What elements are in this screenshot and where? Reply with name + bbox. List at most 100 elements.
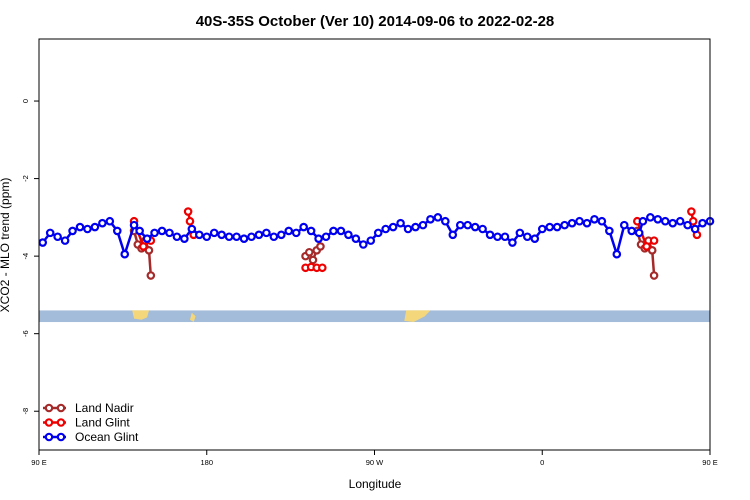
data-point-ocean-glint: [619, 220, 629, 230]
data-point-land-glint: [318, 263, 327, 273]
data-point-land-glint: [139, 242, 148, 251]
data-point-ocean-glint: [277, 230, 286, 240]
data-point-ocean-glint: [53, 232, 62, 242]
x-axis: 90 E 180 90 W 0 90 E: [31, 450, 718, 467]
data-point-ocean-glint: [321, 232, 331, 242]
y-axis-label: XCO2 - MLO trend (ppm): [0, 178, 12, 313]
data-point-ocean-glint: [202, 232, 212, 242]
data-point-ocean-glint: [508, 238, 517, 247]
data-point-ocean-glint: [388, 222, 398, 232]
data-point-ocean-glint: [209, 228, 219, 238]
data-point-ocean-glint: [675, 216, 685, 226]
data-point-ocean-glint: [605, 226, 614, 236]
data-point-ocean-glint: [344, 230, 353, 240]
data-point-ocean-glint: [653, 214, 663, 224]
series-layer: [38, 207, 715, 280]
data-point-land-glint: [649, 236, 659, 245]
data-point-ocean-glint: [698, 218, 707, 228]
data-point-ocean-glint: [291, 228, 301, 238]
data-point-ocean-glint: [441, 216, 450, 226]
data-point-land-nadir: [144, 246, 154, 255]
legend-swatch-marker: [44, 418, 54, 427]
legend-swatch-marker: [56, 403, 66, 413]
y-tick-label: -6: [21, 330, 30, 337]
series-land-glint: [129, 207, 702, 273]
data-point-ocean-glint: [180, 234, 189, 243]
data-point-land-glint: [185, 216, 195, 226]
data-point-ocean-glint: [142, 234, 152, 243]
data-point-ocean-glint: [129, 220, 139, 230]
x-tick-label: 0: [540, 458, 544, 467]
legend-swatch-marker: [44, 403, 54, 413]
data-point-ocean-glint: [284, 226, 294, 236]
data-point-ocean-glint: [306, 226, 316, 236]
data-point-ocean-glint: [366, 236, 376, 245]
data-point-ocean-glint: [530, 234, 540, 243]
y-tick-label: -8: [21, 408, 30, 415]
data-point-ocean-glint: [537, 224, 547, 234]
data-point-ocean-glint: [105, 216, 115, 226]
map-strip: [39, 310, 710, 323]
data-point-ocean-glint: [463, 220, 472, 230]
data-point-ocean-glint: [269, 232, 279, 242]
data-point-ocean-glint: [68, 226, 77, 236]
data-point-ocean-glint: [560, 220, 569, 230]
y-tick-label: 0: [21, 99, 30, 103]
data-point-ocean-glint: [575, 216, 584, 226]
legend-swatch-marker: [44, 432, 54, 442]
data-point-ocean-glint: [247, 232, 256, 242]
data-point-ocean-glint: [90, 222, 100, 232]
data-point-ocean-glint: [351, 234, 361, 243]
data-point-ocean-glint: [612, 249, 622, 259]
data-point-ocean-glint: [485, 230, 495, 240]
x-tick-label: 90 E: [31, 458, 46, 467]
data-point-ocean-glint: [224, 232, 234, 242]
data-point-ocean-glint: [98, 218, 107, 228]
data-point-ocean-glint: [172, 232, 182, 242]
map-land-patch: [132, 310, 149, 320]
data-point-ocean-glint: [500, 232, 510, 242]
data-point-ocean-glint: [165, 228, 174, 238]
data-point-ocean-glint: [299, 222, 308, 232]
y-axis: 0 -2 -4 -6 -8: [21, 99, 39, 415]
x-tick-label: 180: [200, 458, 213, 467]
data-point-land-nadir: [146, 271, 156, 280]
data-point-ocean-glint: [254, 230, 264, 240]
y-tick-label: -4: [21, 253, 30, 260]
data-point-ocean-glint: [478, 224, 487, 234]
data-point-ocean-glint: [239, 234, 249, 243]
data-point-ocean-glint: [493, 232, 502, 242]
legend-label: Land Nadir: [75, 401, 134, 415]
data-point-ocean-glint: [660, 216, 670, 226]
data-point-ocean-glint: [187, 224, 197, 234]
data-point-ocean-glint: [403, 224, 413, 234]
data-point-land-glint: [688, 216, 698, 226]
map-ocean-band: [39, 310, 710, 323]
data-point-ocean-glint: [45, 228, 55, 238]
data-point-ocean-glint: [433, 213, 443, 222]
map-land-patch: [190, 312, 196, 322]
data-point-ocean-glint: [597, 216, 607, 226]
data-point-ocean-glint: [567, 218, 577, 228]
data-point-ocean-glint: [150, 228, 159, 238]
data-point-ocean-glint: [75, 222, 85, 232]
data-point-ocean-glint: [515, 228, 525, 238]
data-point-ocean-glint: [359, 240, 368, 249]
data-point-ocean-glint: [418, 220, 428, 230]
data-point-ocean-glint: [455, 220, 465, 230]
data-point-ocean-glint: [83, 224, 92, 234]
data-point-ocean-glint: [448, 230, 458, 240]
data-point-land-nadir: [649, 271, 659, 280]
data-point-ocean-glint: [38, 238, 48, 247]
data-point-land-nadir: [316, 242, 325, 251]
data-point-ocean-glint: [545, 222, 555, 232]
data-point-ocean-glint: [336, 226, 346, 236]
data-point-ocean-glint: [381, 224, 390, 234]
data-point-ocean-glint: [232, 232, 241, 242]
x-tick-label: 90 W: [366, 458, 384, 467]
data-point-ocean-glint: [638, 216, 648, 226]
series-ocean-glint: [38, 213, 715, 259]
data-point-ocean-glint: [194, 230, 204, 240]
